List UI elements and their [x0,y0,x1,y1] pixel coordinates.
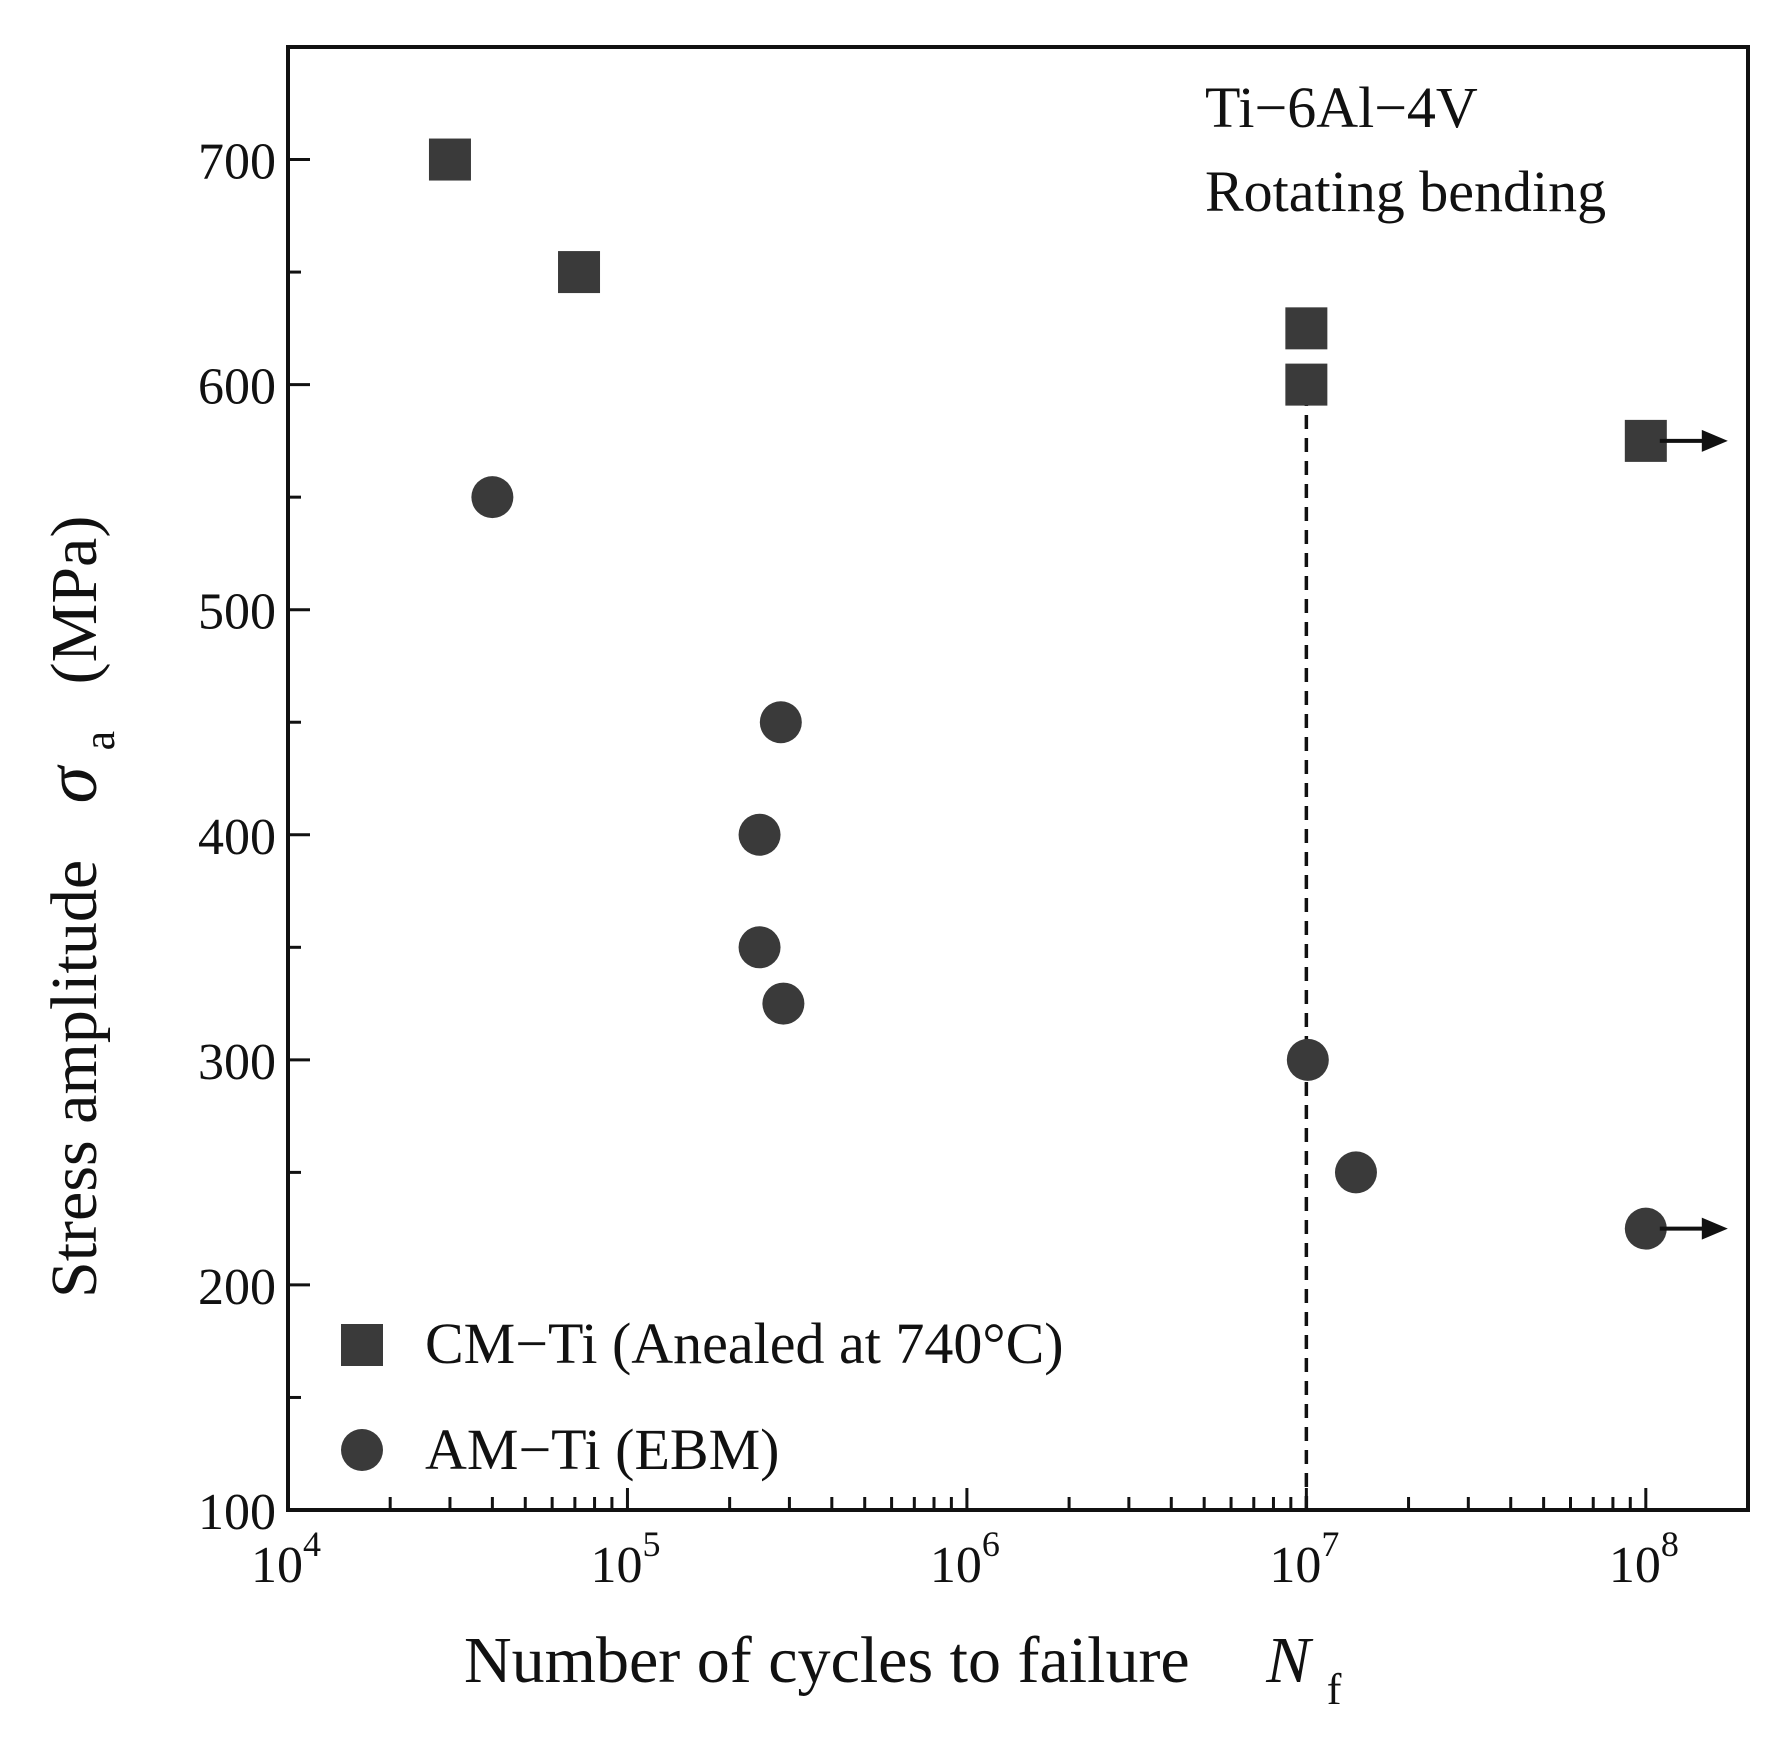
x-axis-title-main: Number of cycles to failure [464,1624,1190,1697]
am-ti-point [738,813,781,856]
am-ti-point [1624,1207,1667,1250]
x-tick-label: 107 [1269,1524,1339,1594]
y-tick-label: 700 [198,134,276,191]
y-axis-unit: (MPa) [38,516,111,685]
am-ti-point [1286,1038,1329,1081]
cm-ti-point [1285,363,1328,406]
x-axis-title: Number of cycles to failure N f [464,1624,1342,1714]
y-tick-label: 200 [198,1259,276,1316]
x-tick-exponent: 6 [982,1524,1000,1564]
y-tick-label: 300 [198,1034,276,1091]
annotation-test-type: Rotating bending [1205,159,1606,224]
plot-frame [286,45,1750,1512]
x-tick-exponent: 5 [642,1524,660,1564]
x-tick-exponent: 4 [303,1524,321,1564]
am-ti-point [762,982,805,1025]
runout-arrow-head [1701,1217,1728,1240]
am-ti-point [738,926,781,969]
am-ti-point [471,476,514,519]
x-tick-exponent: 8 [1661,1524,1679,1564]
am-ti-point [759,701,802,744]
x-tick-label: 108 [1609,1524,1679,1594]
x-tick-base: 10 [1269,1537,1321,1594]
x-tick-base: 10 [251,1537,303,1594]
y-tick-label: 500 [198,584,276,641]
y-tick-label: 400 [198,809,276,866]
x-tick-base: 10 [590,1537,642,1594]
x-tick-base: 10 [930,1537,982,1594]
x-axis-symbol: N [1265,1624,1314,1697]
data-points [428,138,1728,1250]
legend-marker-square [341,1324,383,1366]
runout-arrow-head [1701,429,1728,452]
axis-ticks [288,158,1648,1512]
x-tick-base: 10 [1609,1537,1661,1594]
y-axis-symbol-sub: a [75,731,124,751]
y-tick-label: 100 [198,1484,276,1541]
annotation-material: Ti−6Al−4V [1205,75,1478,140]
x-tick-label: 106 [930,1524,1000,1594]
cm-ti-point [428,138,471,181]
y-axis-symbol: σ [31,764,113,803]
x-axis-symbol-sub: f [1327,1665,1342,1714]
cm-ti-point [1285,307,1328,350]
legend: CM−Ti (Anealed at 740°C) AM−Ti (EBM) [341,1311,1064,1482]
x-tick-label: 105 [590,1524,660,1594]
y-axis-title: Stress amplitude σ a (MPa) [31,516,129,1298]
am-ti-point [1334,1151,1377,1194]
legend-label-am-ti: AM−Ti (EBM) [425,1417,780,1482]
legend-label-cm-ti: CM−Ti (Anealed at 740°C) [425,1311,1064,1376]
cm-ti-point [558,251,601,294]
x-tick-exponent: 7 [1321,1524,1339,1564]
legend-marker-circle [341,1429,383,1471]
y-tick-label: 600 [198,359,276,416]
x-tick-label: 104 [251,1524,321,1594]
y-axis-title-main: Stress amplitude [38,860,111,1298]
